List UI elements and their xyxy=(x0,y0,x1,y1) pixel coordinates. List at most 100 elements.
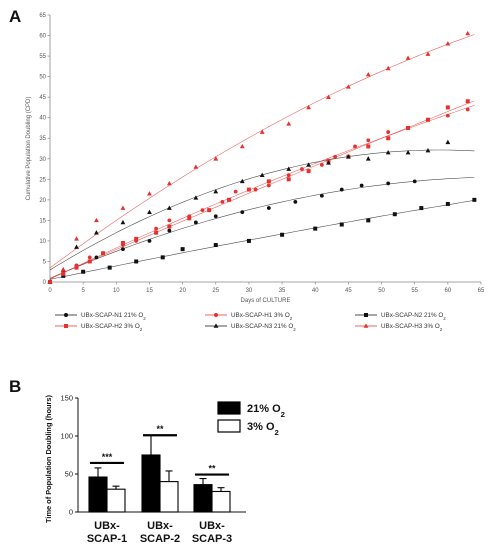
y-tick-label: 60 xyxy=(39,34,46,40)
legend-label: UBx-SCAP-H3 3% O2 xyxy=(381,323,443,332)
bar-21pct xyxy=(141,454,161,513)
data-point xyxy=(207,208,212,213)
legend-marker xyxy=(64,324,68,328)
y-tick-label: 5 xyxy=(43,259,47,265)
data-point xyxy=(233,189,238,194)
trendline-0 xyxy=(49,177,475,279)
data-point xyxy=(200,208,205,213)
y-axis-label: Time of Population Doubling (hours) xyxy=(44,394,53,522)
x-tick-label: 10 xyxy=(113,288,120,294)
category-label: UBx- xyxy=(94,520,120,532)
data-point xyxy=(266,183,271,188)
data-point xyxy=(74,236,79,241)
data-point xyxy=(326,94,331,99)
data-point xyxy=(167,218,172,223)
data-point xyxy=(61,271,66,276)
significance-label: *** xyxy=(102,452,113,462)
data-point xyxy=(425,51,431,56)
x-tick-label: 40 xyxy=(312,288,319,294)
data-point xyxy=(107,265,112,270)
category-label: UBx- xyxy=(199,520,225,532)
data-point xyxy=(286,177,291,182)
data-point xyxy=(280,232,285,237)
legend-label: UBx-SCAP-N1 21% O2 xyxy=(81,312,146,321)
legend-label: UBx-SCAP-N2 21% O2 xyxy=(381,312,446,321)
data-point xyxy=(154,226,158,231)
data-point xyxy=(120,219,126,225)
data-point xyxy=(213,156,219,161)
data-point xyxy=(365,71,371,77)
data-point xyxy=(266,206,271,210)
data-point xyxy=(392,212,397,217)
y-tick-label: 30 xyxy=(39,157,46,163)
data-point xyxy=(366,144,371,149)
data-point xyxy=(345,154,351,159)
y-tick-label: 20 xyxy=(39,198,46,204)
data-point xyxy=(425,147,431,153)
x-tick-label: 60 xyxy=(445,288,452,294)
data-point xyxy=(134,236,139,241)
data-point xyxy=(425,117,430,122)
data-point xyxy=(412,179,417,184)
data-point xyxy=(74,244,79,249)
x-tick-label: 55 xyxy=(411,288,418,294)
category-label: UBx- xyxy=(147,520,173,532)
y-tick-label: 15 xyxy=(39,218,46,224)
legend-label: UBx-SCAP-H1 3% O2 xyxy=(231,312,293,321)
data-point xyxy=(365,156,371,161)
data-point xyxy=(87,255,92,260)
legend-label: UBx-SCAP-N3 21% O2 xyxy=(231,323,296,332)
data-point xyxy=(405,55,411,60)
y-tick-label: 65 xyxy=(39,13,46,19)
data-point xyxy=(94,255,99,260)
data-point xyxy=(213,243,218,248)
data-point xyxy=(147,209,152,214)
data-point xyxy=(465,107,470,112)
bar-3pct xyxy=(106,488,126,513)
data-point xyxy=(300,167,304,171)
data-point xyxy=(286,166,292,171)
data-point xyxy=(101,251,106,256)
data-point xyxy=(239,178,245,184)
legend-label: 3% O2 xyxy=(247,421,279,437)
x-tick-label: 0 xyxy=(48,288,52,294)
data-point xyxy=(319,163,324,167)
data-point xyxy=(213,214,218,219)
y-tick-label: 35 xyxy=(39,136,46,142)
x-tick-label: 20 xyxy=(179,288,186,294)
data-point xyxy=(465,30,471,36)
data-point xyxy=(266,179,271,184)
data-point xyxy=(120,240,125,245)
data-point xyxy=(385,65,391,71)
data-point xyxy=(81,269,86,274)
data-point xyxy=(239,143,245,149)
y-tick-label: 40 xyxy=(39,116,46,122)
data-point xyxy=(353,144,357,149)
data-point xyxy=(193,195,199,200)
data-point xyxy=(213,189,219,194)
data-point xyxy=(405,150,411,155)
y-tick-label: 50 xyxy=(39,75,46,81)
legend: UBx-SCAP-N1 21% O2 UBx-SCAP-H1 3% O2 UBx-S… xyxy=(55,312,446,332)
y-tick-label: 100 xyxy=(60,432,73,441)
panel-a-label: A xyxy=(9,7,21,26)
category-label: SCAP-3 xyxy=(192,533,232,545)
legend-swatch xyxy=(217,401,241,415)
data-point xyxy=(246,238,251,243)
data-point xyxy=(406,125,411,130)
data-point xyxy=(180,247,185,252)
data-point xyxy=(286,173,291,178)
data-point xyxy=(94,230,99,235)
y-tick-label: 0 xyxy=(43,280,47,286)
data-point xyxy=(293,200,298,204)
data-point xyxy=(359,183,364,188)
legend-marker xyxy=(64,313,68,317)
trendline-1 xyxy=(49,105,475,280)
data-point xyxy=(120,205,126,210)
trendline-2 xyxy=(49,200,475,280)
legend-swatch xyxy=(217,419,241,433)
data-point xyxy=(445,139,451,145)
y-tick-label: 0 xyxy=(69,508,73,517)
data-point xyxy=(385,150,391,155)
